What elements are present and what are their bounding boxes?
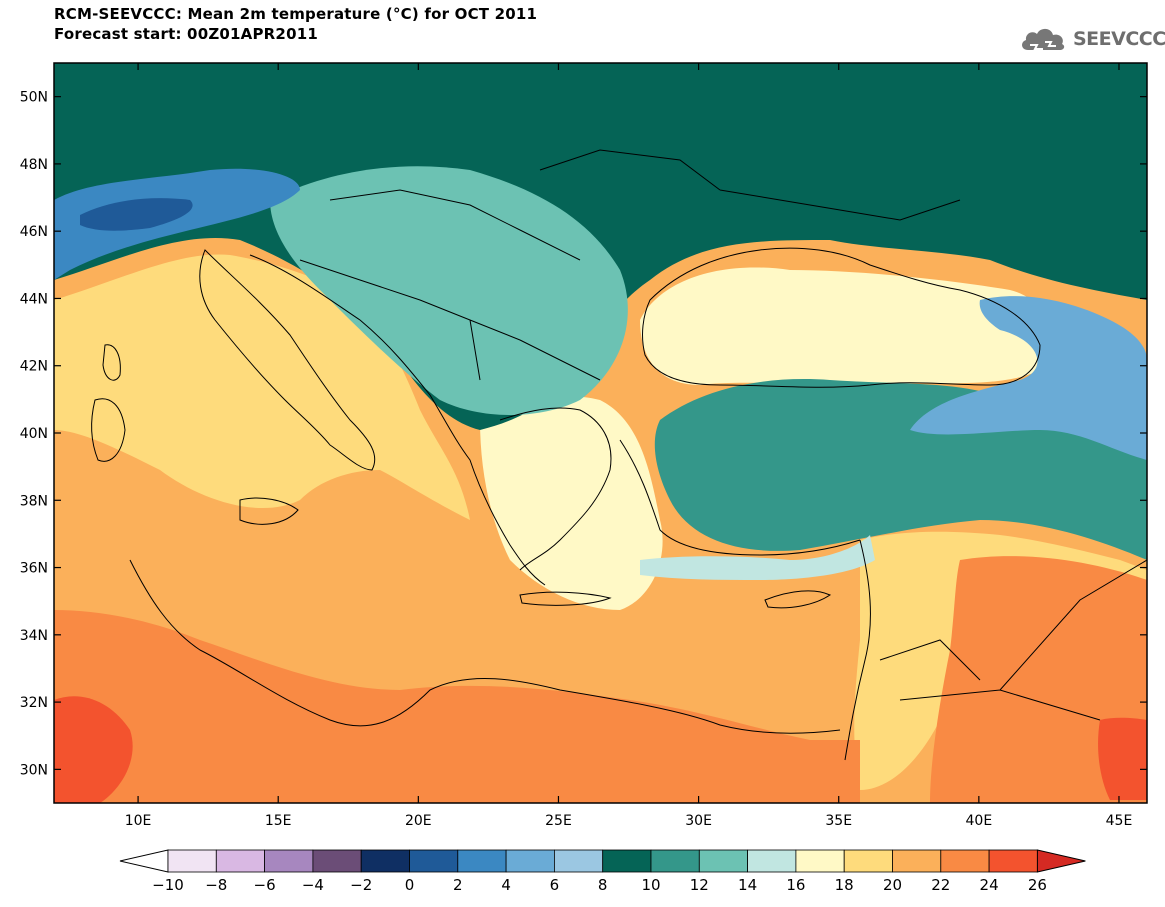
title-line-variable: RCM-SEEVCCC: Mean 2m temperature (°C) fo…: [54, 5, 538, 23]
colorbar-label: 4: [501, 876, 511, 894]
colorbar-swatch: [360, 849, 410, 873]
coast-corsica: [102, 344, 121, 381]
colorbar: −10 −8 −6 −4 −2 0 2 4 6 8 10 12 14 16 18 20 22 24 26: [119, 849, 1086, 894]
colorbar-swatch: [409, 849, 459, 873]
colorbar-label: 22: [931, 876, 950, 894]
colorbar-label: 20: [883, 876, 902, 894]
lat-tick-label: 50N: [20, 90, 48, 106]
colorbar-swatch: [892, 849, 942, 873]
colorbar-swatch: [747, 849, 797, 873]
colorbar-label: −2: [350, 876, 372, 894]
coast-africa: [129, 559, 841, 734]
lat-tick-label: 48N: [20, 157, 48, 173]
colorbar-label: −6: [254, 876, 276, 894]
lon-tick-label: 35E: [825, 813, 852, 829]
lat-tick-label: 30N: [20, 762, 48, 778]
logo-text: SEEVCCC: [1073, 28, 1165, 50]
colorbar-label: 16: [786, 876, 805, 894]
colorbar-label: 26: [1028, 876, 1047, 894]
map-title: RCM-SEEVCCC: Mean 2m temperature (°C) fo…: [54, 4, 537, 44]
colorbar-swatch: [602, 849, 652, 873]
coast-crete: [519, 591, 612, 606]
coast-balkans: [249, 254, 546, 586]
colorbar-swatch: [312, 849, 362, 873]
field-greece: [480, 396, 663, 610]
field-alps-core: [80, 198, 193, 231]
colorbar-swatch: [795, 849, 845, 873]
lon-tick-label: 10E: [125, 813, 152, 829]
field-hot-iraq: [1098, 717, 1147, 800]
coast-black-sea: [642, 247, 1041, 388]
title-line-forecast: Forecast start: 00Z01APR2011: [54, 25, 318, 43]
coastlines: [91, 149, 1147, 761]
lon-tick-label: 40E: [966, 813, 993, 829]
colorbar-label: 12: [690, 876, 709, 894]
seevccc-logo: SEEVCCC: [1018, 22, 1165, 56]
colorbar-swatch: [940, 849, 990, 873]
colorbar-swatch: [554, 849, 604, 873]
coast-cyprus: [764, 590, 832, 609]
lat-tick-label: 44N: [20, 291, 48, 307]
coast-sicily: [239, 497, 299, 525]
lat-tick-label: 42N: [20, 359, 48, 375]
lat-tick-label: 32N: [20, 695, 48, 711]
colorbar-over-triangle: [1036, 849, 1086, 873]
colorbar-swatch: [215, 849, 266, 873]
colorbar-label: −10: [152, 876, 184, 894]
coast-greece: [499, 407, 612, 571]
coast-sardinia: [91, 398, 126, 462]
coast-italy: [199, 249, 376, 471]
field-hot-libya: [54, 696, 133, 803]
lat-tick-label: 40N: [20, 426, 48, 442]
coast-turkey-south: [619, 439, 861, 556]
border-lines: [299, 149, 1147, 721]
field-balkans: [270, 166, 628, 415]
lat-tick-label: 38N: [20, 493, 48, 509]
lat-tick-label: 34N: [20, 628, 48, 644]
colorbar-label: 14: [738, 876, 757, 894]
temperature-field: [54, 63, 1147, 803]
colorbar-swatch: [264, 849, 314, 873]
lat-tick-label: 46N: [20, 224, 48, 240]
field-north-africa: [54, 610, 860, 803]
lon-tick-label: 30E: [685, 813, 712, 829]
colorbar-label: 24: [980, 876, 999, 894]
colorbar-under-triangle: [119, 849, 169, 873]
cloud-icon: [1022, 28, 1065, 50]
latitude-axis: 50N 48N 46N 44N 42N 40N 38N 36N 34N 32N 30N: [20, 90, 1147, 778]
colorbar-swatch: [843, 849, 893, 873]
field-caucasus: [910, 296, 1147, 460]
colorbar-label: 8: [598, 876, 608, 894]
field-alps: [54, 168, 300, 280]
field-arabia: [930, 556, 1147, 803]
colorbar-label: 18: [835, 876, 854, 894]
colorbar-label: 0: [405, 876, 415, 894]
colorbar-swatch: [167, 849, 217, 873]
lat-tick-label: 36N: [20, 561, 48, 577]
colorbar-label: −8: [205, 876, 227, 894]
field-turkey-coast: [640, 535, 875, 580]
lon-tick-label: 25E: [545, 813, 572, 829]
colorbar-label: −4: [302, 876, 324, 894]
colorbar-swatch: [650, 849, 700, 873]
colorbar-label: 10: [641, 876, 660, 894]
colorbar-swatch: [698, 849, 748, 873]
colorbar-label: 2: [453, 876, 463, 894]
colorbar-swatch: [457, 849, 507, 873]
longitude-axis: 10E 15E 20E 25E 30E 35E 40E 45E: [125, 63, 1133, 829]
lon-tick-label: 20E: [405, 813, 432, 829]
field-black-sea: [640, 267, 1050, 385]
lon-tick-label: 45E: [1106, 813, 1133, 829]
colorbar-label: 6: [550, 876, 560, 894]
colorbar-swatch: [988, 849, 1038, 873]
colorbar-swatch: [505, 849, 555, 873]
lon-tick-label: 15E: [265, 813, 292, 829]
coast-levant: [844, 539, 871, 761]
